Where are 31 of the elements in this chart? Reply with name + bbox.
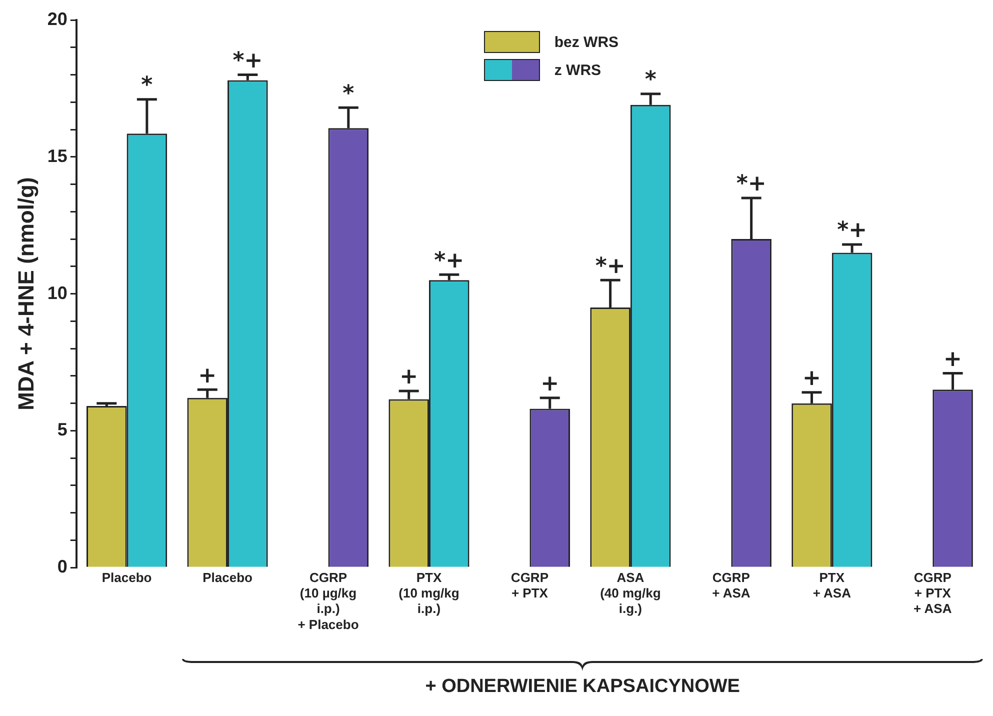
data-label: + xyxy=(802,366,821,392)
x-tick-label: CGRP + ASA xyxy=(712,570,751,601)
data-label: *+ xyxy=(595,254,626,279)
data-label: + xyxy=(198,363,217,388)
data-label: *+ xyxy=(837,218,868,244)
y-tick-label: 15 xyxy=(47,146,68,166)
data-label: * xyxy=(141,73,154,98)
x-tick-label: PTX + ASA xyxy=(812,570,852,601)
data-label: + xyxy=(400,364,418,390)
legend-label: bez WRS xyxy=(554,34,619,50)
data-label: + xyxy=(540,372,560,397)
y-tick-label: 10 xyxy=(47,282,68,303)
x-tick-label: CGRP + PTX + ASA xyxy=(914,570,952,616)
y-axis-title: MDA + 4-HNE (nmol/g) xyxy=(13,177,38,410)
x-tick-label: Placebo xyxy=(102,570,152,585)
x-tick-label: CGRP + PTX xyxy=(510,570,549,601)
legend-label: z WRS xyxy=(554,62,602,78)
x-tick-label: CGRP (10 µg/kg i.p.) + Placebo xyxy=(298,570,359,632)
data-label: *+ xyxy=(434,248,464,274)
data-label: * xyxy=(342,81,355,106)
data-label: *+ xyxy=(232,48,263,74)
x-tick-label: ASA (40 mg/kg i.g.) xyxy=(600,570,661,616)
y-tick-label: 20 xyxy=(47,8,68,29)
x-tick-label: PTX (10 mg/kg i.p.) xyxy=(398,570,460,616)
y-tick-label: 0 xyxy=(57,556,68,577)
data-label: + xyxy=(944,346,962,372)
text: + ODNERWIENIE KAPSAICYNOWE xyxy=(425,676,740,698)
data-label: * xyxy=(644,68,657,93)
y-tick-label: 5 xyxy=(57,420,68,440)
data-label: *+ xyxy=(736,172,766,197)
x-tick-label: Placebo xyxy=(202,570,252,585)
